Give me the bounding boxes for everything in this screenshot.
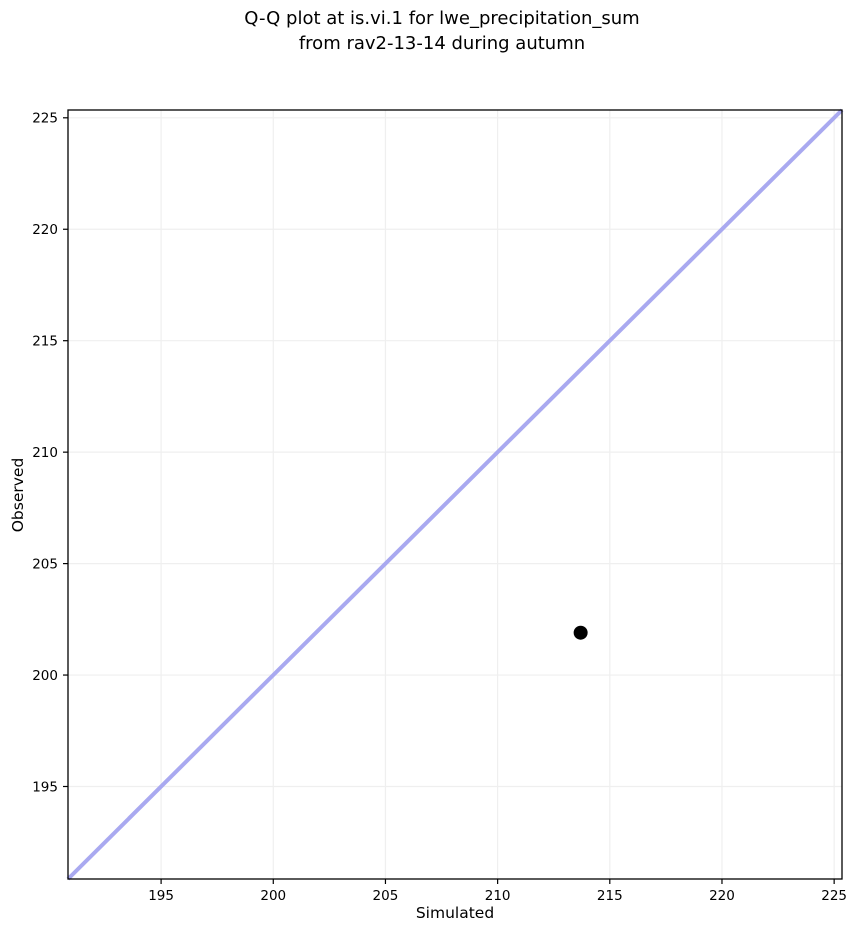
y-tick-label: 215	[32, 334, 58, 350]
y-tick-label: 195	[32, 779, 58, 795]
x-tick-label: 215	[597, 888, 623, 904]
y-tick-label: 200	[32, 668, 58, 684]
y-tick-label: 210	[32, 445, 58, 461]
data-point	[573, 625, 588, 640]
identity-line	[66, 108, 844, 881]
x-tick-label: 220	[709, 888, 735, 904]
x-tick-label: 205	[373, 888, 399, 904]
x-tick-label: 210	[485, 888, 511, 904]
x-tick-label: 195	[148, 888, 174, 904]
x-axis-label: Simulated	[415, 904, 495, 922]
x-tick-label: 200	[260, 888, 286, 904]
y-tick-label: 205	[32, 556, 58, 572]
y-axis-label: Observed	[9, 457, 27, 533]
axes-frame	[67, 109, 843, 880]
x-tick-label: 225	[821, 888, 847, 904]
chart-title: Q-Q plot at is.vi.1 for lwe_precipitatio…	[244, 8, 640, 54]
y-tick-label: 220	[32, 222, 58, 238]
y-tick-label: 225	[32, 111, 58, 127]
